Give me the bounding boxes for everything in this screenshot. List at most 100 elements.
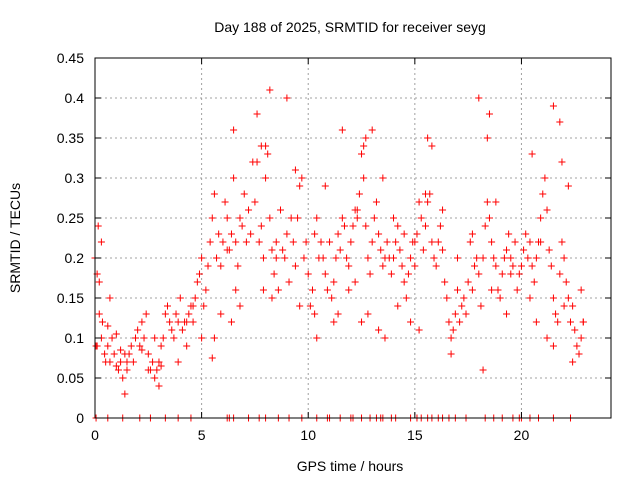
data-point <box>364 310 372 318</box>
data-point <box>573 342 581 350</box>
data-point <box>394 222 402 230</box>
data-point <box>343 254 351 262</box>
data-point <box>302 238 310 246</box>
data-point <box>230 174 238 182</box>
data-point <box>368 126 376 134</box>
data-point <box>266 86 274 94</box>
data-point <box>296 182 304 190</box>
data-point <box>136 342 144 350</box>
data-point <box>392 238 400 246</box>
data-point <box>210 190 218 198</box>
data-point <box>106 294 114 302</box>
y-tick-label: 0.05 <box>57 370 84 386</box>
data-point <box>262 174 270 182</box>
data-point <box>400 230 408 238</box>
data-point <box>460 294 468 302</box>
y-tick-label: 0.25 <box>57 210 84 226</box>
data-point <box>330 278 338 286</box>
data-point <box>345 286 353 294</box>
data-point <box>415 326 423 334</box>
data-point <box>351 278 359 286</box>
data-point <box>326 238 334 246</box>
data-point <box>424 134 432 142</box>
data-point <box>281 254 289 262</box>
y-tick-label: 0.15 <box>57 290 84 306</box>
data-point <box>232 238 240 246</box>
data-point <box>195 270 203 278</box>
data-point <box>191 294 199 302</box>
data-point <box>223 246 231 254</box>
data-point <box>144 366 152 374</box>
data-point <box>95 278 103 286</box>
data-point <box>560 254 568 262</box>
data-point <box>483 198 491 206</box>
data-point <box>398 262 406 270</box>
data-point <box>159 334 167 342</box>
data-point <box>129 358 137 366</box>
data-point <box>421 222 429 230</box>
x-axis-label: GPS time / hours <box>297 458 404 474</box>
data-point <box>104 322 112 330</box>
data-point <box>163 302 171 310</box>
data-point <box>155 358 163 366</box>
data-point <box>176 294 184 302</box>
data-point <box>383 238 391 246</box>
data-point <box>375 326 383 334</box>
data-point <box>183 318 191 326</box>
data-point <box>262 142 270 150</box>
data-point <box>219 238 227 246</box>
data-point <box>334 310 342 318</box>
data-point <box>566 318 574 326</box>
data-point <box>394 302 402 310</box>
data-point <box>443 294 451 302</box>
data-point <box>421 190 429 198</box>
data-point <box>227 318 235 326</box>
data-point <box>402 294 410 302</box>
data-point <box>466 238 474 246</box>
data-point <box>313 214 321 222</box>
data-point <box>334 230 342 238</box>
data-point <box>364 254 372 262</box>
data-point <box>453 286 461 294</box>
data-point <box>149 358 157 366</box>
data-point <box>114 366 122 374</box>
y-axis-label: SRMTID / TECUs <box>7 183 23 293</box>
data-point <box>300 254 308 262</box>
data-point <box>287 214 295 222</box>
data-point <box>500 254 508 262</box>
data-point <box>242 238 250 246</box>
y-tick-label: 0.2 <box>65 250 85 266</box>
data-point <box>155 382 163 390</box>
data-point <box>189 302 197 310</box>
data-point <box>283 94 291 102</box>
data-point <box>321 182 329 190</box>
data-point <box>404 270 412 278</box>
data-point <box>268 246 276 254</box>
data-point <box>279 246 287 254</box>
data-point <box>157 342 165 350</box>
data-point <box>562 278 570 286</box>
data-point <box>358 150 366 158</box>
data-point <box>217 310 225 318</box>
data-point <box>362 222 370 230</box>
data-point <box>372 198 380 206</box>
data-points <box>91 86 587 422</box>
data-point <box>166 318 174 326</box>
data-point <box>117 346 125 354</box>
data-point <box>104 342 112 350</box>
data-point <box>294 214 302 222</box>
data-point <box>353 214 361 222</box>
data-point <box>436 222 444 230</box>
data-point <box>289 238 297 246</box>
data-point <box>569 358 577 366</box>
data-point <box>564 294 572 302</box>
y-tick-label: 0.4 <box>65 90 85 106</box>
data-point <box>549 102 557 110</box>
data-point <box>247 230 255 238</box>
data-point <box>549 294 557 302</box>
data-point <box>213 254 221 262</box>
y-tick-labels: 0 0.05 0.1 0.15 0.2 0.25 0.3 0.35 0.4 0.45 <box>57 50 84 426</box>
data-point <box>121 390 129 398</box>
data-point <box>291 166 299 174</box>
data-point <box>101 350 109 358</box>
